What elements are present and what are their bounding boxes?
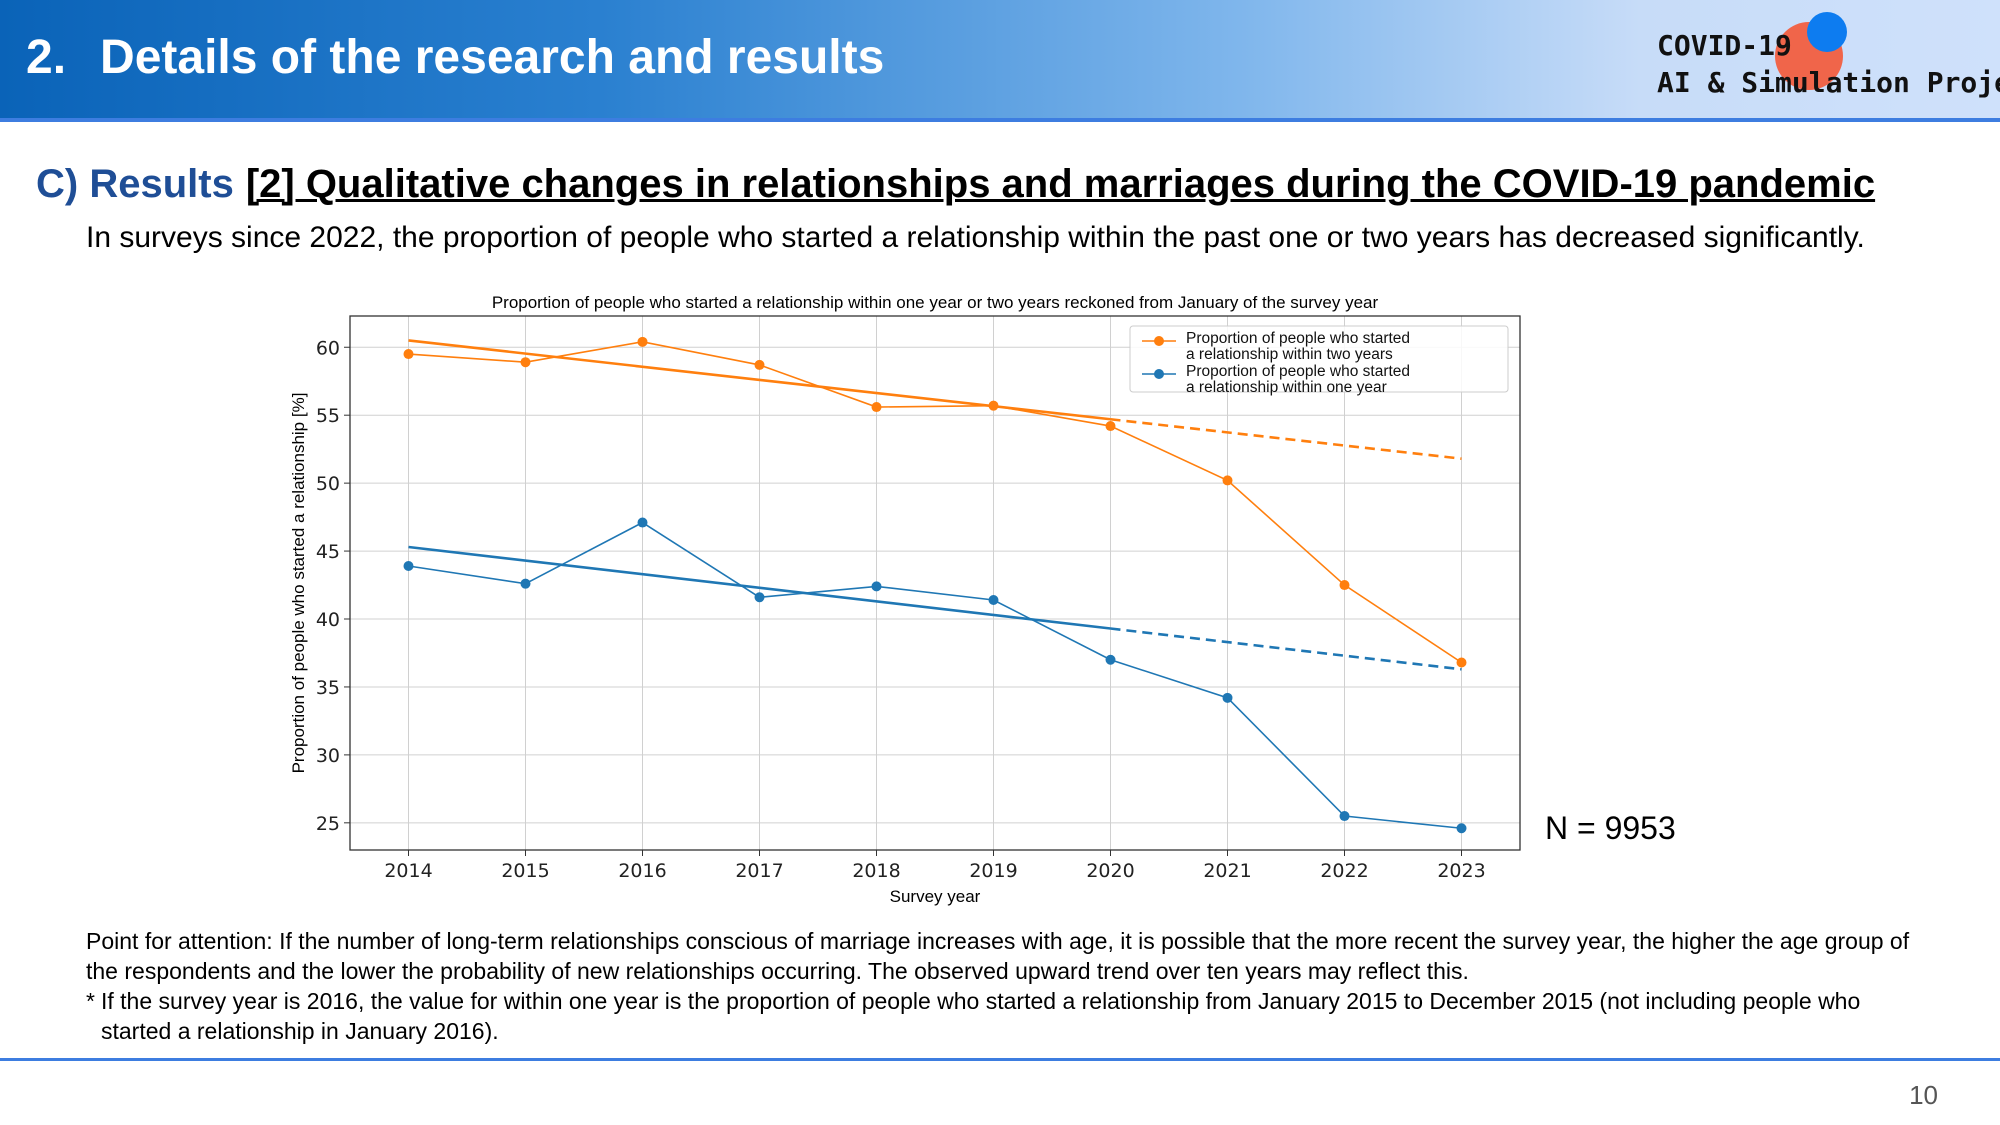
trendline-dashed-0 [1110,417,1462,460]
y-tick-label: 45 [316,541,340,563]
data-point [1105,654,1116,665]
sample-size: N = 9953 [1545,810,1676,846]
y-tick-label: 25 [316,813,340,835]
section-title: Details of the research and results [100,31,885,84]
data-point [637,336,648,347]
data-point [754,592,765,603]
data-point [1222,475,1233,486]
plot-area-frame [349,315,1521,851]
page-title: 2. Details of the research and results [26,30,884,85]
page-number: 10 [1909,1080,1938,1110]
chart-title: Proportion of people who started a relat… [492,293,1379,312]
chart-series [403,336,1467,834]
results-heading: C) Results [2] Qualitative changes in rel… [36,162,1875,207]
y-tick-label: 35 [316,677,340,699]
x-tick-label: 2020 [1086,860,1134,882]
y-tick-label: 55 [316,405,340,427]
footnote-text: If the survey year is 2016, the value fo… [101,988,1861,1044]
data-point [988,400,999,411]
chart-ticks: 2014 2015 2016 2017 2018 2019 2020 2021 2022 2023… [316,337,1486,882]
x-tick-label: 2017 [735,860,783,882]
x-tick-label: 2014 [384,860,432,882]
data-point [403,561,414,572]
data-point [1339,811,1350,822]
legend-swatch-marker [1154,336,1164,346]
legend-label: a relationship within two years [1186,346,1393,363]
data-point [1105,421,1116,432]
legend-label: Proportion of people who started [1186,330,1410,347]
header-bar [0,0,2000,118]
x-tick-label: 2018 [852,860,900,882]
footnote-mark: * [86,988,95,1014]
y-axis-label: Proportion of people who started a relat… [289,393,308,774]
series-line-1 [408,521,1462,830]
data-point [403,349,414,360]
trendline-solid-1 [408,545,1111,630]
intro-text: In surveys since 2022, the proportion of… [86,221,1865,254]
data-point [1339,580,1350,591]
data-point [871,581,882,592]
x-tick-label: 2022 [1320,860,1368,882]
results-label: C) Results [36,162,234,206]
notes-block: Point for attention: If the number of lo… [86,926,1936,1046]
data-point [520,357,531,368]
legend-box [1129,325,1509,393]
x-tick-label: 2023 [1437,860,1485,882]
results-topic: [2] Qualitative changes in relationships… [245,162,1876,206]
legend-label: a relationship within one year [1186,379,1387,396]
attention-note: Point for attention: If the number of lo… [86,928,1910,984]
series-line-0 [408,341,1462,664]
y-tick-label: 60 [316,337,340,359]
data-point [637,517,648,528]
data-point [1456,823,1467,834]
y-tick-label: 30 [316,745,340,767]
legend-swatch-marker [1154,369,1164,379]
logo-blue-circle [1807,12,1847,52]
data-point [520,578,531,589]
logo-text-line1: COVID-19 [1657,29,1792,62]
logo-text-line2: AI & Simulation Project [1657,66,2000,99]
x-tick-label: 2021 [1203,860,1251,882]
section-number: 2. [26,31,67,84]
footer-divider [0,1058,2000,1061]
footnote: * If the survey year is 2016, the value f… [86,986,1936,1046]
legend-label: Proportion of people who started [1186,363,1410,380]
data-point [1456,657,1467,668]
trendline-dashed-1 [1110,627,1462,671]
data-point [988,594,999,605]
relationship-line-chart: 2014 2015 2016 2017 2018 2019 2020 2021 2022 2023… [289,293,1521,906]
data-point [754,359,765,370]
y-tick-label: 40 [316,609,340,631]
x-tick-label: 2016 [618,860,666,882]
project-logo: COVID-19 AI & Simulation Project [1655,8,2000,108]
header-divider [0,118,2000,122]
x-axis-label: Survey year [890,887,981,906]
data-point [871,402,882,413]
x-tick-label: 2015 [501,860,549,882]
data-point [1222,692,1233,703]
x-tick-label: 2019 [969,860,1017,882]
y-tick-label: 50 [316,473,340,495]
